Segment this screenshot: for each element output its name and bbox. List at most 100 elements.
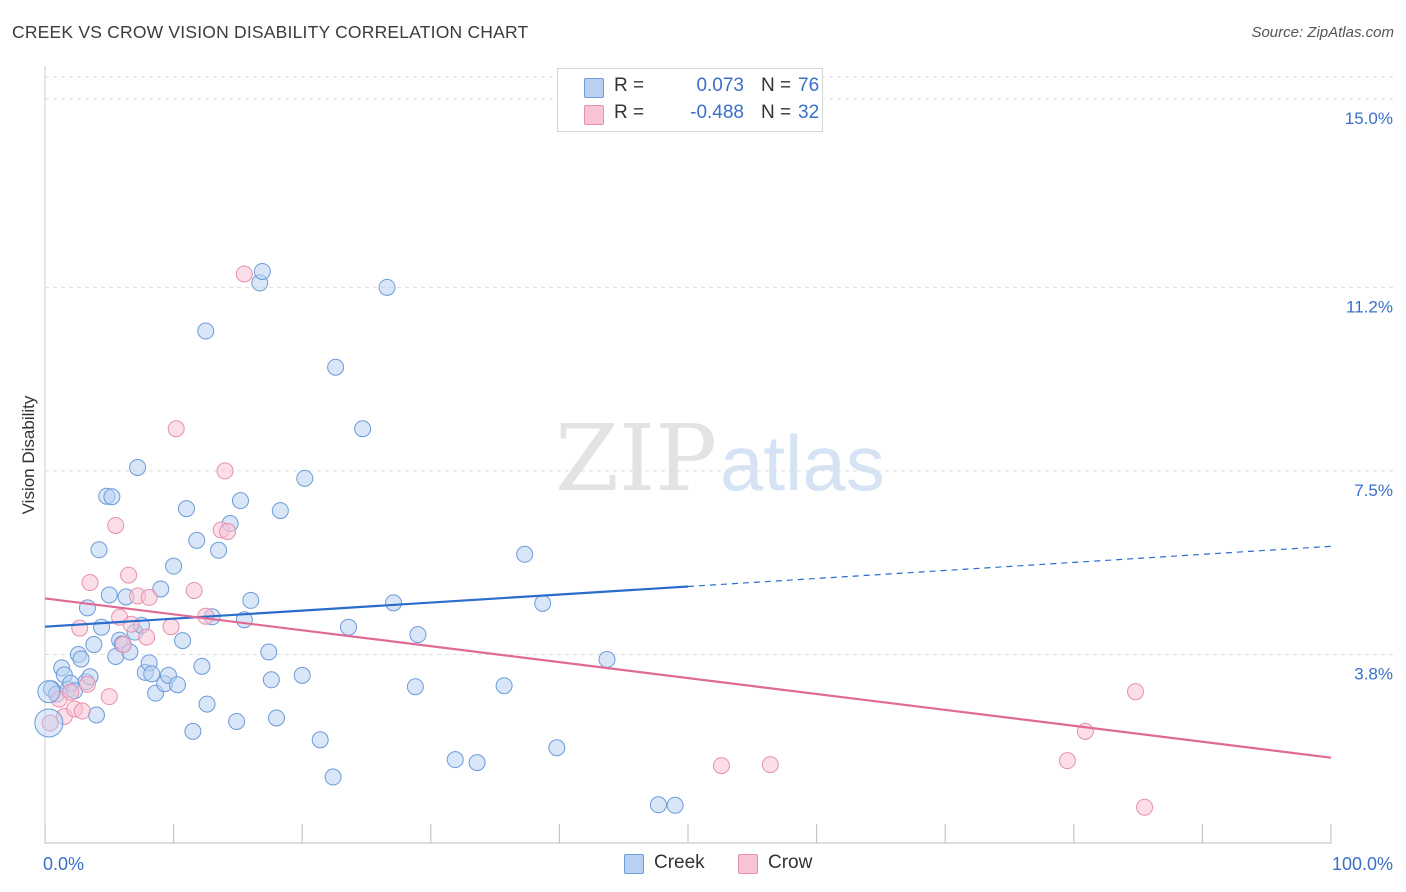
creek-point [260,643,278,661]
watermark: ZIP atlas [555,405,885,512]
watermark-zip: ZIP [555,405,717,512]
creek-point [37,680,61,704]
legend-n-value: 76 [798,75,820,96]
creek-point [327,358,345,376]
creek-point [548,739,566,757]
data-points [34,262,1154,816]
correlation-legend: R = 0.073 N = 76 R = -0.488 N = 32 [557,68,823,132]
creek-point [267,709,285,727]
creek-point [296,469,314,487]
crow-point [73,702,91,720]
creek-point [197,322,215,340]
legend-swatch-creek [584,78,604,98]
crow-point [120,566,138,584]
creek-point [231,492,249,510]
trend-lines [44,545,1332,759]
gridlines [45,76,1393,655]
crow-point [219,522,237,540]
creek-point [406,678,424,696]
y-tick-label: 3.8% [1354,664,1393,683]
crow-point [235,265,253,283]
x-tick-labels: 0.0% 100.0% [43,854,1393,874]
y-tick-label: 7.5% [1354,481,1393,500]
legend-n-label: N = [761,102,792,123]
creek-point [129,458,147,476]
creek-point [598,650,616,668]
crow-point [62,683,80,701]
crow-point [162,618,180,636]
creek-point [495,677,513,695]
creek-point [177,500,195,518]
creek-point [354,420,372,438]
creek-point [103,488,121,506]
creek-trend-extension [687,545,1332,588]
series-swatch-creek [624,854,644,874]
crow-point [81,574,99,592]
creek-point [293,666,311,684]
crow-point [138,628,156,646]
series-label-creek: Creek [654,852,705,873]
creek-point [262,671,280,689]
watermark-atlas: atlas [720,419,885,507]
creek-point [378,278,396,296]
crow-point [1058,752,1076,770]
series-label-crow: Crow [768,852,813,873]
legend-n-value: 32 [798,102,820,123]
creek-trend-line [44,585,689,628]
crow-point [114,636,132,654]
crow-point [107,516,125,534]
crow-point [41,714,59,732]
creek-point [242,591,260,609]
crow-point [167,420,185,438]
creek-point [174,632,192,650]
y-tick-label: 11.2% [1346,297,1393,316]
creek-point [90,541,108,559]
crow-point [71,619,89,637]
creek-point [210,541,228,559]
chart-title: CREEK VS CROW VISION DISABILITY CORRELAT… [12,22,529,42]
creek-point [198,695,216,713]
creek-point [168,676,186,694]
creek-point [666,796,684,814]
legend-r-value: 0.073 [696,75,744,96]
creek-point [193,657,211,675]
legend-r-value: -0.488 [690,102,744,123]
creek-point [85,636,103,654]
crow-point [216,462,234,480]
crow-point [761,756,779,774]
creek-point [34,708,64,738]
creek-point [87,706,105,724]
crow-point [185,581,203,599]
creek-point [516,545,534,563]
source-credit: Source: ZipAtlas.com [1251,24,1394,41]
legend-n-label: N = [761,75,792,96]
y-tick-labels: 3.8% 7.5% 11.2% 15.0% [1345,109,1393,684]
legend-r-label: R = [614,75,645,96]
creek-point [324,768,342,786]
creek-point [271,502,289,520]
creek-point [93,618,111,636]
creek-point [143,665,161,683]
crow-point [78,675,96,693]
crow-point [100,688,118,706]
crow-trend-line [44,597,1332,759]
creek-point [72,650,90,668]
crow-point [1127,683,1145,701]
axes [44,66,1332,844]
series-swatch-crow [738,854,758,874]
crow-point [712,757,730,775]
creek-point [446,751,464,769]
y-axis-label: Vision Disability [19,395,38,514]
crow-point [140,588,158,606]
creek-point [649,796,667,814]
creek-point [409,626,427,644]
creek-point [152,580,170,598]
creek-point [385,594,403,612]
legend-swatch-crow [584,105,604,125]
creek-point [534,594,552,612]
creek-point [228,712,246,730]
crow-point [1136,798,1154,816]
x-tick-label-max: 100.0% [1332,854,1393,874]
creek-point [253,262,271,280]
